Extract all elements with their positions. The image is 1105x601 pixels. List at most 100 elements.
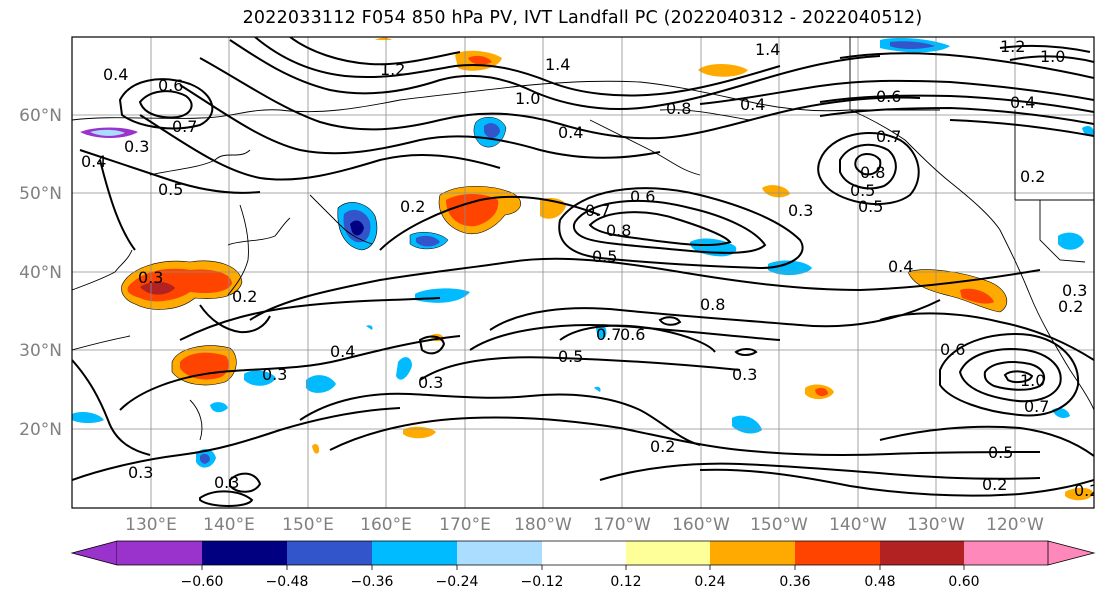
contour-label: 0.8 xyxy=(666,99,691,118)
lon-label: 150°W xyxy=(750,515,808,535)
colorbar-tick-label: −0.24 xyxy=(436,574,479,590)
colorbar-segment xyxy=(710,541,795,565)
contour-label: 0.8 xyxy=(860,163,885,182)
contour-label: 0.4 xyxy=(330,342,355,361)
contour-label: 0.3 xyxy=(732,365,757,384)
lon-label: 140°W xyxy=(829,515,887,535)
contour-label: 0.2 xyxy=(400,197,425,216)
contour-label: 1.0 xyxy=(1020,371,1045,390)
contour-label: 0.5 xyxy=(592,247,617,266)
colorbar-segment xyxy=(202,541,287,565)
contour-label: 0.2 xyxy=(1020,167,1045,186)
contour-label: 0.7 xyxy=(876,127,901,146)
colorbar-segment xyxy=(287,541,372,565)
pc-contours xyxy=(72,37,1094,507)
colorbar-segment xyxy=(626,541,710,565)
contour-label: 0.3 xyxy=(788,201,813,220)
lon-label: 160°W xyxy=(672,515,730,535)
colorbar-segment xyxy=(457,541,542,565)
contour-label: 0.2 xyxy=(1074,481,1099,500)
contour-label: 0.3 xyxy=(138,268,163,287)
contour-label: 0.4 xyxy=(1010,93,1035,112)
contour-label: 0.2 xyxy=(1058,297,1083,316)
contour-label: 0.2 xyxy=(982,475,1007,494)
colorbar-tick-label: −0.12 xyxy=(521,574,564,590)
lon-label: 170°W xyxy=(593,515,651,535)
contour-label: 0.7 xyxy=(585,201,610,220)
contour-label: 0.3 xyxy=(418,373,443,392)
lat-label: 40°N xyxy=(19,263,62,283)
colorbar-segment xyxy=(795,541,880,565)
contour-label: 1.4 xyxy=(545,55,570,74)
contour-label: 0.6 xyxy=(630,187,655,206)
colorbar-tick-label: −0.60 xyxy=(181,574,224,590)
map-title: 2022033112 F054 850 hPa PV, IVT Landfall… xyxy=(242,8,923,28)
colorbar-tick-label: 0.12 xyxy=(610,574,641,590)
contour-label: 0.6 xyxy=(158,76,183,95)
contour-label: 0.3 xyxy=(128,463,153,482)
contour-label: 0.5 xyxy=(158,180,183,199)
contour-label: 0.4 xyxy=(558,123,583,142)
contour-label: 0.8 xyxy=(606,221,631,240)
colorbar-max-extend xyxy=(1047,540,1096,566)
contour-label: 0.7 xyxy=(1024,397,1049,416)
lon-label: 170°E xyxy=(439,515,491,535)
contour-label: 0.6 xyxy=(876,87,901,106)
contour-label: 0.3 xyxy=(1062,281,1087,300)
lon-label: 160°E xyxy=(360,515,412,535)
contour-label: 0.5 xyxy=(858,197,883,216)
lon-label: 130°E xyxy=(125,515,177,535)
colorbar-segment xyxy=(880,541,964,565)
colorbar-tick-label: 0.36 xyxy=(779,574,810,590)
contour-label: 1.2 xyxy=(380,60,405,79)
lat-label: 50°N xyxy=(19,184,62,204)
colorbar-min-extend xyxy=(70,540,118,566)
lon-label: 150°E xyxy=(282,515,334,535)
map-border xyxy=(71,36,1095,509)
contour-label: 0.5 xyxy=(850,181,875,200)
contour-label: 0.6 xyxy=(620,325,645,344)
lon-label: 140°E xyxy=(203,515,255,535)
lat-label: 30°N xyxy=(19,341,62,361)
contour-label: 0.3 xyxy=(214,473,239,492)
colorbar-tick-label: 0.60 xyxy=(948,574,979,590)
lat-labels: 60°N 50°N 40°N 30°N 20°N xyxy=(19,106,62,440)
contour-label: 0.2 xyxy=(232,287,257,306)
contour-label: 0.7 xyxy=(596,325,621,344)
contour-labels: 0.4 0.6 0.7 0.4 0.3 0.5 1.2 1.4 1.0 1.4 … xyxy=(81,37,1099,500)
contour-label: 0.5 xyxy=(558,347,583,366)
contour-label: 0.4 xyxy=(888,257,913,276)
lon-label: 180°W xyxy=(514,515,572,535)
colorbar-tick-label: −0.48 xyxy=(266,574,309,590)
colorbar-tick-label: −0.36 xyxy=(351,574,394,590)
contour-label: 1.2 xyxy=(1000,37,1025,56)
lon-labels: 130°E 140°E 150°E 160°E 170°E 180°W 170°… xyxy=(125,515,1044,535)
contour-label: 0.2 xyxy=(650,437,675,456)
lon-label: 120°W xyxy=(986,515,1044,535)
colorbar-tick-label: 0.24 xyxy=(694,574,725,590)
contour-label: 0.4 xyxy=(81,152,106,171)
contour-label: 1.0 xyxy=(515,89,540,108)
contour-label: 1.0 xyxy=(1040,47,1065,66)
contour-label: 0.4 xyxy=(103,65,128,84)
colorbar-segment xyxy=(372,541,457,565)
colorbar-segment xyxy=(964,541,1048,565)
map-plot-area: 0.4 0.6 0.7 0.4 0.3 0.5 1.2 1.4 1.0 1.4 … xyxy=(72,37,1099,508)
colorbar-segment xyxy=(117,541,202,565)
colorbar: −0.60 −0.48 −0.36 −0.24 −0.12 0.12 0.24 … xyxy=(70,540,1096,590)
lon-label: 130°W xyxy=(907,515,965,535)
contour-label: 0.6 xyxy=(940,340,965,359)
contour-label: 0.5 xyxy=(988,443,1013,462)
contour-label: 1.4 xyxy=(755,40,780,59)
lat-lon-grid xyxy=(72,37,1094,508)
colorbar-segment xyxy=(542,541,626,565)
lat-label: 60°N xyxy=(19,106,62,126)
colorbar-tick-label: 0.48 xyxy=(864,574,895,590)
contour-label: 0.3 xyxy=(262,365,287,384)
contour-label: 0.8 xyxy=(700,295,725,314)
contour-label: 0.3 xyxy=(124,137,149,156)
lat-label: 20°N xyxy=(19,420,62,440)
contour-label: 0.4 xyxy=(740,95,765,114)
contour-label: 0.7 xyxy=(172,117,197,136)
